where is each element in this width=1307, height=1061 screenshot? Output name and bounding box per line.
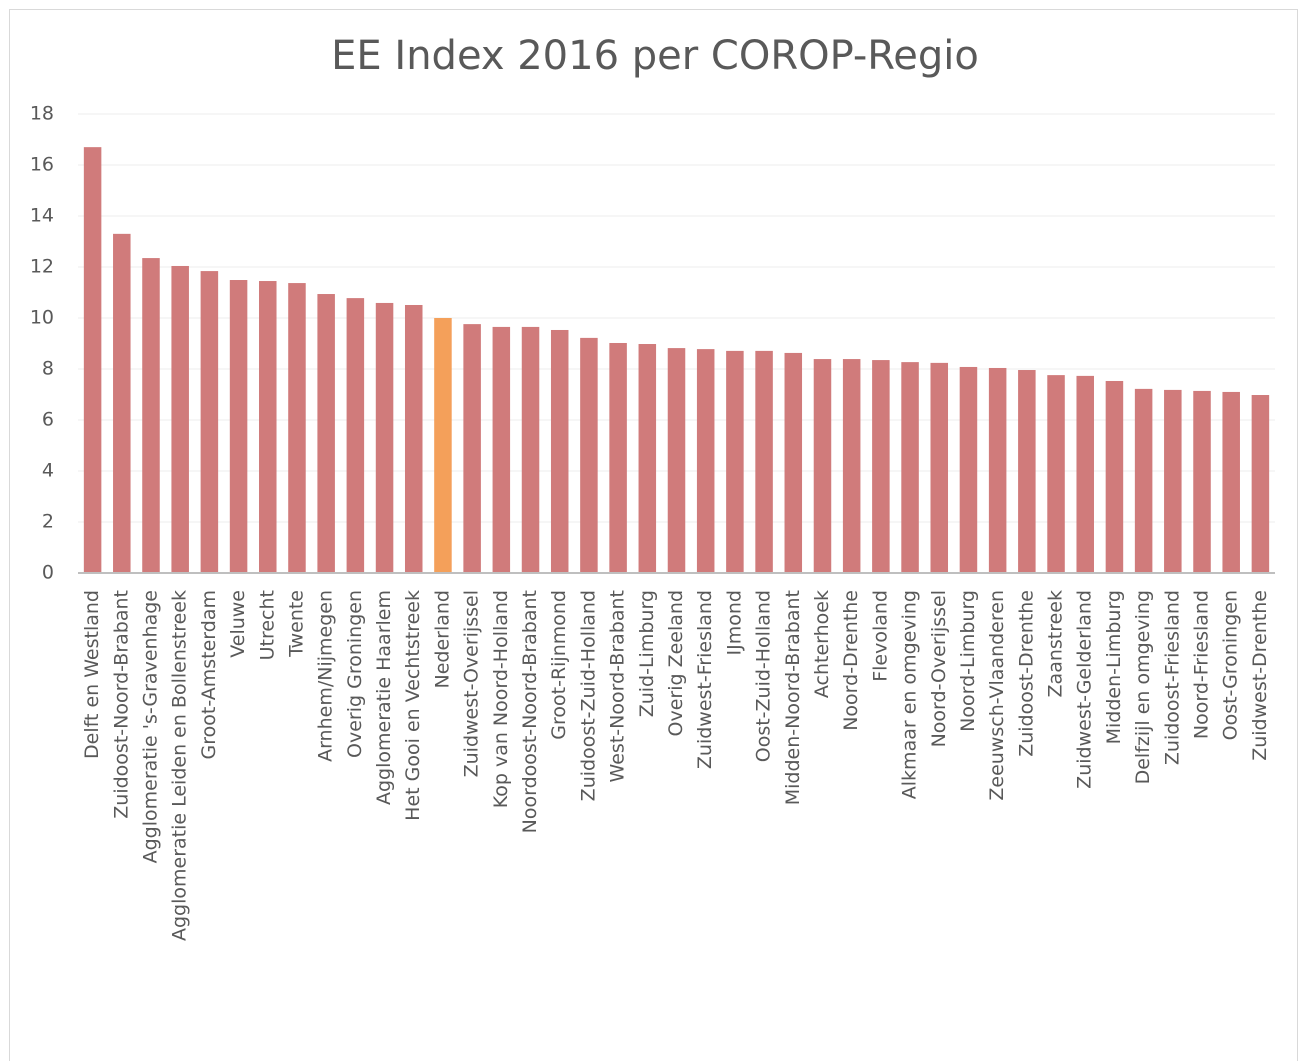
bar [1018, 370, 1036, 573]
bar [1222, 391, 1240, 573]
y-tick-label: 2 [42, 511, 54, 533]
x-tick-label: Utrecht [256, 590, 278, 660]
bar [550, 329, 569, 573]
bar [434, 318, 452, 573]
x-tick-label: Zuidoost-Drenthe [1015, 590, 1037, 757]
bar [1076, 375, 1094, 573]
x-tick-label: Zeeuwsch-Vlaanderen [986, 590, 1008, 801]
x-tick-label: Noord-Friesland [1191, 590, 1213, 739]
bar [959, 366, 978, 573]
bar [1193, 390, 1211, 573]
x-tick-label: Noord-Overijssel [928, 590, 950, 747]
x-tick-label: Achterhoek [811, 590, 833, 698]
x-tick-label: Veluwe [227, 590, 249, 658]
x-tick-label: Midden-Limburg [1103, 590, 1125, 744]
bar [872, 360, 890, 573]
y-tick-label: 12 [30, 256, 54, 278]
x-tick-label: Alkmaar en omgeving [899, 590, 921, 799]
x-tick-label: Het Gooi en Vechtstreek [402, 590, 424, 821]
bar [667, 348, 686, 573]
bar [375, 302, 394, 573]
x-tick-label: Zuidwest-Gelderland [1074, 590, 1096, 789]
x-tick-label: Noord-Limburg [957, 590, 979, 732]
bar [1047, 375, 1065, 573]
bar [142, 258, 160, 573]
x-tick-label: Delfzijl en omgeving [1132, 590, 1154, 784]
x-tick-label: Agglomeratie 's-Gravenhage [139, 590, 161, 863]
bar [113, 233, 131, 573]
x-tick-label: Overig Groningen [344, 590, 366, 758]
bar [813, 359, 832, 573]
x-tick-label: Agglomeratie Leiden en Bollenstreek [169, 590, 191, 941]
bar [696, 349, 715, 573]
bar [171, 265, 189, 573]
chart-title: EE Index 2016 per COROP-Regio [331, 33, 979, 79]
bar [83, 147, 102, 573]
bar [200, 271, 219, 573]
y-tick-label: 4 [42, 460, 54, 482]
bar [229, 280, 248, 573]
bar [463, 324, 481, 573]
y-tick-label: 18 [30, 103, 54, 125]
bar [842, 359, 861, 573]
bar [638, 344, 657, 573]
y-tick-label: 8 [42, 358, 54, 380]
x-tick-label: Oost-Zuid-Holland [753, 590, 775, 762]
x-tick-label: Noord-Drenthe [840, 590, 862, 731]
x-tick-label: Zuidwest-Friesland [694, 590, 716, 769]
y-tick-label: 0 [42, 562, 54, 584]
bar [317, 294, 335, 573]
x-tick-label: Arnhem/Nijmegen [315, 590, 337, 762]
x-tick-label: Flevoland [869, 590, 891, 682]
bar [1105, 380, 1124, 573]
bar [259, 281, 277, 573]
y-tick-label: 16 [30, 154, 54, 176]
x-tick-label: Midden-Noord-Brabant [782, 590, 804, 805]
x-tick-label: Zuidoost-Noord-Brabant [110, 590, 132, 819]
bar [580, 337, 598, 573]
x-tick-label: Twente [285, 590, 307, 658]
x-tick-label: West-Noord-Brabant [607, 590, 629, 782]
bar [404, 304, 423, 573]
x-tick-label: Delft en Westland [81, 590, 103, 759]
x-tick-label: Nederland [431, 590, 453, 689]
bar [1251, 395, 1270, 573]
x-tick-label: Kop van Noord-Holland [490, 590, 512, 808]
bar [1134, 388, 1153, 573]
bar [288, 283, 306, 573]
bar [609, 342, 627, 573]
x-tick-label: IJmond [723, 590, 745, 655]
x-tick-label: Zuid-Limburg [636, 590, 658, 717]
x-tick-label: Groot-Amsterdam [198, 590, 220, 760]
x-tick-label: Zuidoost-Zuid-Holland [577, 590, 599, 801]
x-tick-label: Noordoost-Noord-Brabant [519, 590, 541, 833]
bar [784, 352, 803, 573]
x-tick-label: Zuidoost-Friesland [1161, 590, 1183, 765]
x-tick-label: Zuidwest-Overijssel [461, 590, 483, 777]
x-tick-label: Groot-Rijnmond [548, 590, 570, 740]
bar [755, 350, 773, 573]
y-tick-label: 10 [30, 307, 54, 329]
y-tick-label: 14 [30, 205, 54, 227]
bar [930, 362, 949, 573]
x-tick-label: Overig Zeeland [665, 590, 687, 737]
bar [346, 298, 365, 573]
x-tick-label: Zaanstreek [1045, 590, 1067, 697]
y-tick-label: 6 [42, 409, 54, 431]
x-tick-label: Zuidwest-Drenthe [1249, 590, 1271, 761]
x-tick-label: Agglomeratie Haarlem [373, 590, 395, 805]
bar [492, 326, 511, 573]
bar [726, 350, 744, 573]
x-tick-label: Oost-Groningen [1220, 590, 1242, 740]
bar [1164, 389, 1182, 573]
bar [988, 367, 1007, 573]
bar [521, 326, 540, 573]
bar [901, 362, 919, 573]
